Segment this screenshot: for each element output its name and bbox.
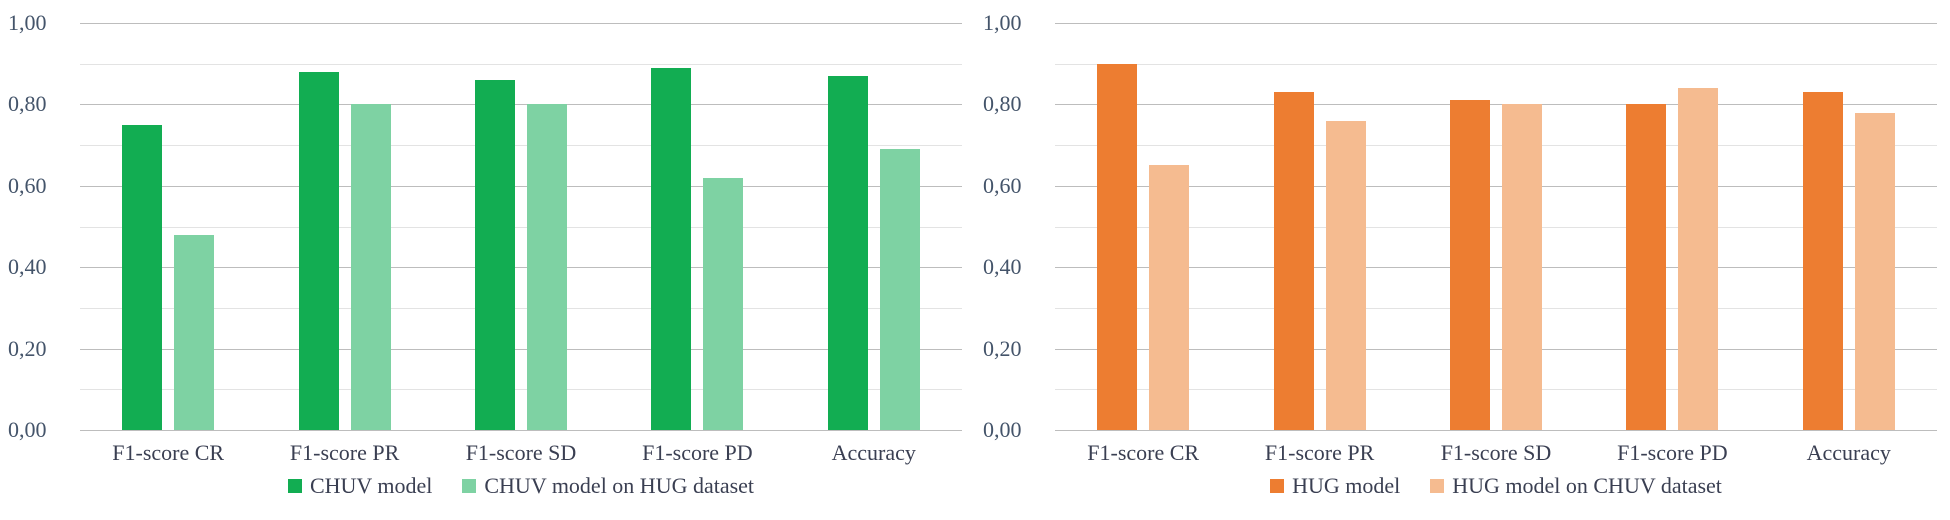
bar (1449, 100, 1490, 430)
category-label: F1-score PR (1264, 440, 1375, 465)
bar (474, 79, 515, 430)
chart-hug-model: HUG model HUG model on CHUV dataset 0,00 0… (975, 0, 1950, 520)
bar-group (1408, 23, 1584, 430)
bar (1626, 104, 1667, 430)
bar-group (256, 23, 432, 430)
legend-label: HUG model on CHUV dataset (1452, 473, 1722, 498)
category-label: F1-score SD (1440, 440, 1552, 465)
bar (1802, 92, 1843, 430)
gridline (1055, 185, 1937, 187)
gridline (1055, 23, 1937, 24)
plot-area (80, 23, 962, 431)
bar (350, 104, 391, 430)
legend-item: CHUV model on HUG dataset (462, 474, 754, 498)
bar (1501, 104, 1542, 430)
legend: HUG model HUG model on CHUV dataset (1055, 474, 1937, 498)
bar-group (1761, 23, 1937, 430)
category-label: F1-score CR (112, 440, 225, 465)
bar (1325, 120, 1366, 430)
bar-group (786, 23, 962, 430)
gridline (80, 307, 962, 309)
bar-group (1584, 23, 1760, 430)
bar (174, 234, 215, 430)
y-tick-label: 0,20 (8, 335, 47, 361)
bar (879, 149, 920, 430)
category-label: F1-score SD (465, 440, 577, 465)
y-tick-label: 0,00 (983, 417, 1022, 442)
y-tick-label: 0,20 (983, 335, 1022, 361)
gridline (80, 430, 962, 431)
gridline (1055, 267, 1937, 269)
gridline (1055, 389, 1937, 391)
bar (1854, 112, 1895, 430)
gridline (80, 185, 962, 187)
legend-label: HUG model (1292, 473, 1401, 498)
y-tick-label: 1,00 (8, 10, 47, 35)
bar (1149, 165, 1190, 430)
gridline (1055, 348, 1937, 350)
legend: CHUV model CHUV model on HUG dataset (80, 474, 962, 498)
y-tick-label: 0,80 (983, 91, 1022, 117)
category-label: F1-score PD (642, 440, 753, 465)
legend-label: CHUV model (309, 473, 433, 498)
legend-swatch (1270, 479, 1285, 493)
gridline (80, 145, 962, 147)
chart-chuv-model: CHUV model CHUV model on HUG dataset 0,00… (8, 10, 962, 498)
gridline (80, 63, 962, 65)
legend-item: HUG model on CHUV dataset (1430, 474, 1722, 498)
bar-group (80, 23, 256, 430)
bar (1097, 63, 1138, 430)
category-label: F1-score CR (1087, 440, 1200, 465)
y-tick-label: 0,00 (8, 417, 47, 442)
gridline (80, 267, 962, 269)
gridline (1055, 145, 1937, 147)
y-tick-label: 0,60 (8, 172, 47, 198)
legend-label: CHUV model on HUG dataset (484, 473, 755, 498)
bar (1273, 92, 1314, 430)
bar (1678, 88, 1719, 430)
legend-swatch (462, 479, 477, 493)
bar (526, 104, 567, 430)
bar (122, 124, 163, 430)
y-tick-label: 1,00 (983, 10, 1022, 35)
y-tick-label: 0,40 (8, 254, 47, 280)
category-label: F1-score PR (289, 440, 400, 465)
gridline (80, 226, 962, 228)
y-tick-label: 0,60 (983, 172, 1022, 198)
category-label: Accuracy (1806, 440, 1891, 465)
bar-group (1231, 23, 1407, 430)
gridline (1055, 430, 1937, 431)
legend-item: CHUV model (287, 473, 433, 498)
category-label: Accuracy (831, 440, 916, 465)
gridline (80, 104, 962, 106)
legend-swatch (287, 479, 302, 493)
bar (298, 71, 339, 430)
gridline (1055, 104, 1937, 106)
bar-group (609, 23, 785, 430)
plot-area (1055, 23, 1937, 431)
y-tick-label: 0,40 (983, 254, 1022, 280)
bar (703, 177, 744, 430)
bar-group (1055, 23, 1231, 430)
y-tick-label: 0,80 (8, 91, 47, 117)
bar (827, 75, 868, 430)
gridline (80, 23, 962, 24)
bar (651, 67, 692, 430)
category-label: F1-score PD (1617, 440, 1728, 465)
bar-group (433, 23, 609, 430)
gridline (1055, 307, 1937, 309)
gridline (80, 348, 962, 350)
gridline (80, 389, 962, 391)
gridline (1055, 63, 1937, 65)
gridline (1055, 226, 1937, 228)
legend-swatch (1430, 479, 1445, 493)
legend-item: HUG model (1270, 474, 1400, 498)
